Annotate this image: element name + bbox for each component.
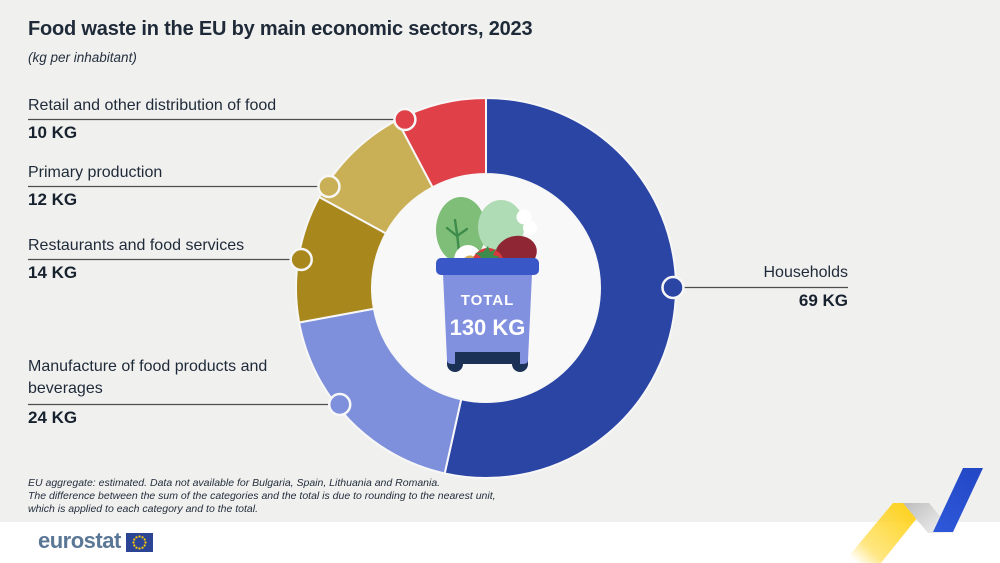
eu-flag-icon xyxy=(125,532,153,552)
value-restaurants: 14 KG xyxy=(28,263,78,282)
bin-body xyxy=(443,274,532,364)
eu-flag-star xyxy=(144,540,147,544)
label-primary-production: Primary production xyxy=(28,164,163,181)
footnote-line-3: which is applied to each category and to… xyxy=(28,503,258,515)
donut-segment-1 xyxy=(297,307,463,475)
header: Food waste in the EU by main economic se… xyxy=(28,18,533,65)
eu-flag-star xyxy=(135,535,138,538)
value-retail: 10 KG xyxy=(28,123,78,142)
donut-segment-4 xyxy=(395,96,487,189)
bin-axle xyxy=(455,352,520,364)
eurostat-wordmark: eurostat xyxy=(38,528,121,553)
bin-lid xyxy=(436,258,539,275)
waste-bin-icon: TOTAL 130 KG xyxy=(436,197,539,372)
footer-strip xyxy=(0,522,1000,563)
value-households: 69 KG xyxy=(798,291,848,310)
footnotes: EU aggregate: estimated. Data not availa… xyxy=(28,477,496,516)
eu-flag-star xyxy=(133,543,136,547)
eurostat-ribbon-graphic xyxy=(843,468,983,563)
value-manufacture: 24 KG xyxy=(28,408,78,427)
eu-flag-star xyxy=(138,534,141,538)
eu-flag-star xyxy=(143,543,146,547)
donut-segment-0 xyxy=(443,96,677,479)
page-title: Food waste in the EU by main economic se… xyxy=(28,18,533,40)
eu-flag-star xyxy=(132,540,135,544)
total-value: 130 KG xyxy=(450,315,526,340)
footnote-line-2: The difference between the sum of the ca… xyxy=(28,490,496,502)
eu-flag-star xyxy=(143,537,146,541)
value-primary-production: 12 KG xyxy=(28,190,78,209)
eurostat-logo: eurostat xyxy=(38,528,153,554)
donut-chart xyxy=(295,96,677,479)
total-label: TOTAL xyxy=(461,292,515,309)
eu-flag-star xyxy=(133,537,136,541)
label-retail: Retail and other distribution of food xyxy=(28,97,277,114)
eu-flag-star xyxy=(141,535,144,538)
eu-flag-star xyxy=(141,546,144,549)
footnote-line-1: EU aggregate: estimated. Data not availa… xyxy=(28,477,441,489)
eu-flag-star xyxy=(138,546,141,550)
label-households: Households xyxy=(763,264,849,281)
eu-flag-star xyxy=(135,546,138,549)
label-restaurants: Restaurants and food services xyxy=(28,237,245,254)
label-manufacture: Manufacture of food products and beverag… xyxy=(28,358,268,397)
page-subtitle: (kg per inhabitant) xyxy=(28,50,137,65)
